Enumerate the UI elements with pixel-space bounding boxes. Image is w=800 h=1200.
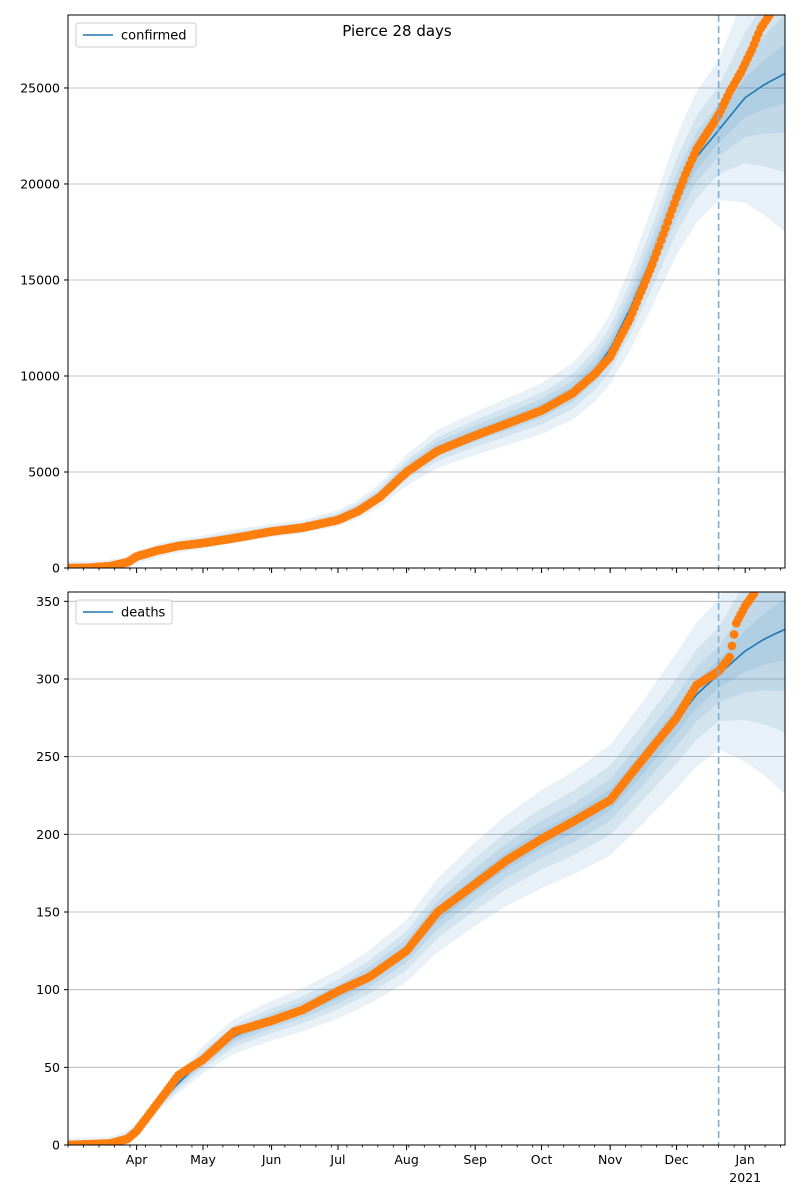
observed-point xyxy=(727,641,737,651)
y-tick-label: 15000 xyxy=(20,272,60,287)
y-tick-label: 25000 xyxy=(20,80,60,95)
y-tick-label: 20000 xyxy=(20,176,60,191)
y-tick-label: 10000 xyxy=(20,368,60,383)
x-tick-label: May xyxy=(190,1152,216,1167)
y-tick-label: 350 xyxy=(36,594,60,609)
y-tick-label: 50 xyxy=(44,1060,60,1075)
x-tick-label: Sep xyxy=(463,1152,487,1167)
x-tick-label: Dec xyxy=(664,1152,688,1167)
x-tick-label: Oct xyxy=(531,1152,553,1167)
y-tick-label: 5000 xyxy=(28,464,60,479)
plot-area xyxy=(68,15,785,568)
y-tick-label: 0 xyxy=(52,561,60,576)
x-tick-label: Nov xyxy=(598,1152,623,1167)
plot-area xyxy=(68,592,785,1145)
observed-point xyxy=(725,652,735,662)
legend-box xyxy=(75,22,197,48)
confidence-band xyxy=(68,592,785,1145)
y-tick-label: 150 xyxy=(36,904,60,919)
legend-box xyxy=(75,599,173,625)
confidence-band xyxy=(68,43,785,568)
legend-label: confirmed xyxy=(121,29,187,44)
confidence-band xyxy=(68,15,785,568)
chart-panel-deaths: 0 50 100 150 200 250 300 350 Apr May Jun Jul Aug Sep O… xyxy=(36,591,786,1185)
x-tick-label: Jun xyxy=(261,1152,282,1167)
y-tick-label: 300 xyxy=(36,671,60,686)
x-tick-label: Jan xyxy=(735,1152,755,1167)
legend-label: deaths xyxy=(121,606,166,621)
chart-panel-confirmed: 0 5000 10000 15000 20000 25000 confirmed xyxy=(20,14,786,576)
x-year-label: 2021 xyxy=(729,1170,761,1185)
y-tick-label: 250 xyxy=(36,749,60,764)
observed-point xyxy=(749,592,759,598)
confidence-band xyxy=(68,15,785,568)
axes-frame xyxy=(67,14,786,569)
y-tick-label: 200 xyxy=(36,827,60,842)
y-tick-label: 0 xyxy=(52,1138,60,1153)
axes-frame xyxy=(67,591,786,1146)
y-tick-label: 100 xyxy=(36,982,60,997)
x-tick-label: Aug xyxy=(394,1152,418,1167)
x-tick-label: Jul xyxy=(329,1152,345,1167)
chart-title: Pierce 28 days xyxy=(342,22,452,40)
observed-point xyxy=(765,15,774,20)
x-tick-label: Apr xyxy=(126,1152,148,1167)
confidence-band xyxy=(68,15,785,568)
confidence-band xyxy=(68,592,785,1145)
observed-point xyxy=(729,630,739,639)
